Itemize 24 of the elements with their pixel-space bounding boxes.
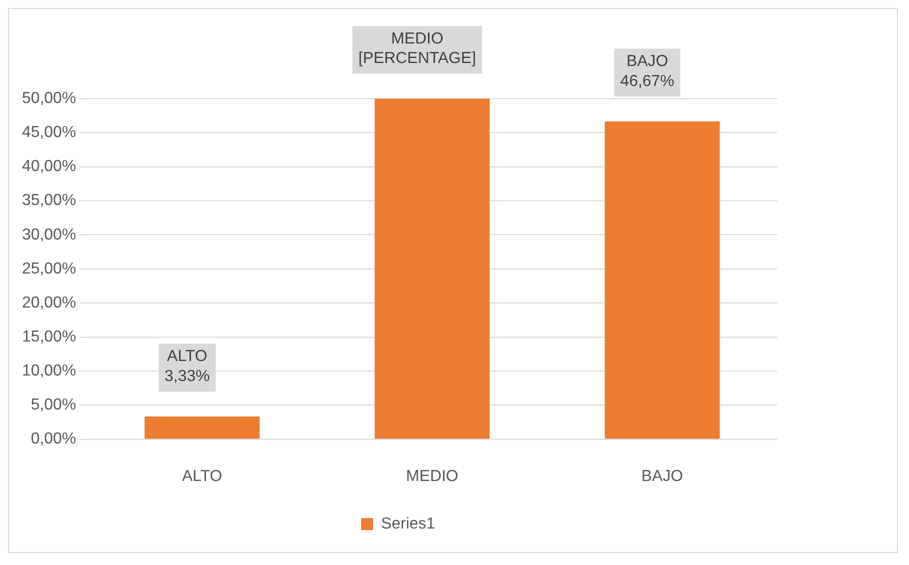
data-label: 46,67% [620,72,674,90]
bar [374,98,490,439]
y-tick-label: 40,00% [22,158,76,176]
y-tick-label: 15,00% [22,328,76,346]
legend-label: Series1 [381,516,436,532]
y-tick-label: 0,00% [30,430,76,448]
x-tick-label: MEDIO [406,468,458,486]
bar [144,416,260,439]
category-label: MEDIO [391,30,444,48]
data-label: 3,33% [164,368,210,386]
y-tick-label: 25,00% [22,260,76,278]
y-tick-label: 20,00% [22,294,76,312]
bar [604,121,720,439]
data-label: [PERCENTAGE] [358,50,476,68]
y-tick-label: 5,00% [30,396,76,414]
category-label: ALTO [167,348,208,366]
y-tick-label: 35,00% [22,192,76,210]
x-tick-label: ALTO [182,468,222,486]
y-tick-label: 30,00% [22,226,76,244]
category-label: BAJO [626,52,668,70]
y-tick-label: 50,00% [22,90,76,108]
x-tick-label: BAJO [641,468,684,486]
y-tick-label: 45,00% [22,124,76,142]
y-tick-label: 10,00% [22,362,76,380]
